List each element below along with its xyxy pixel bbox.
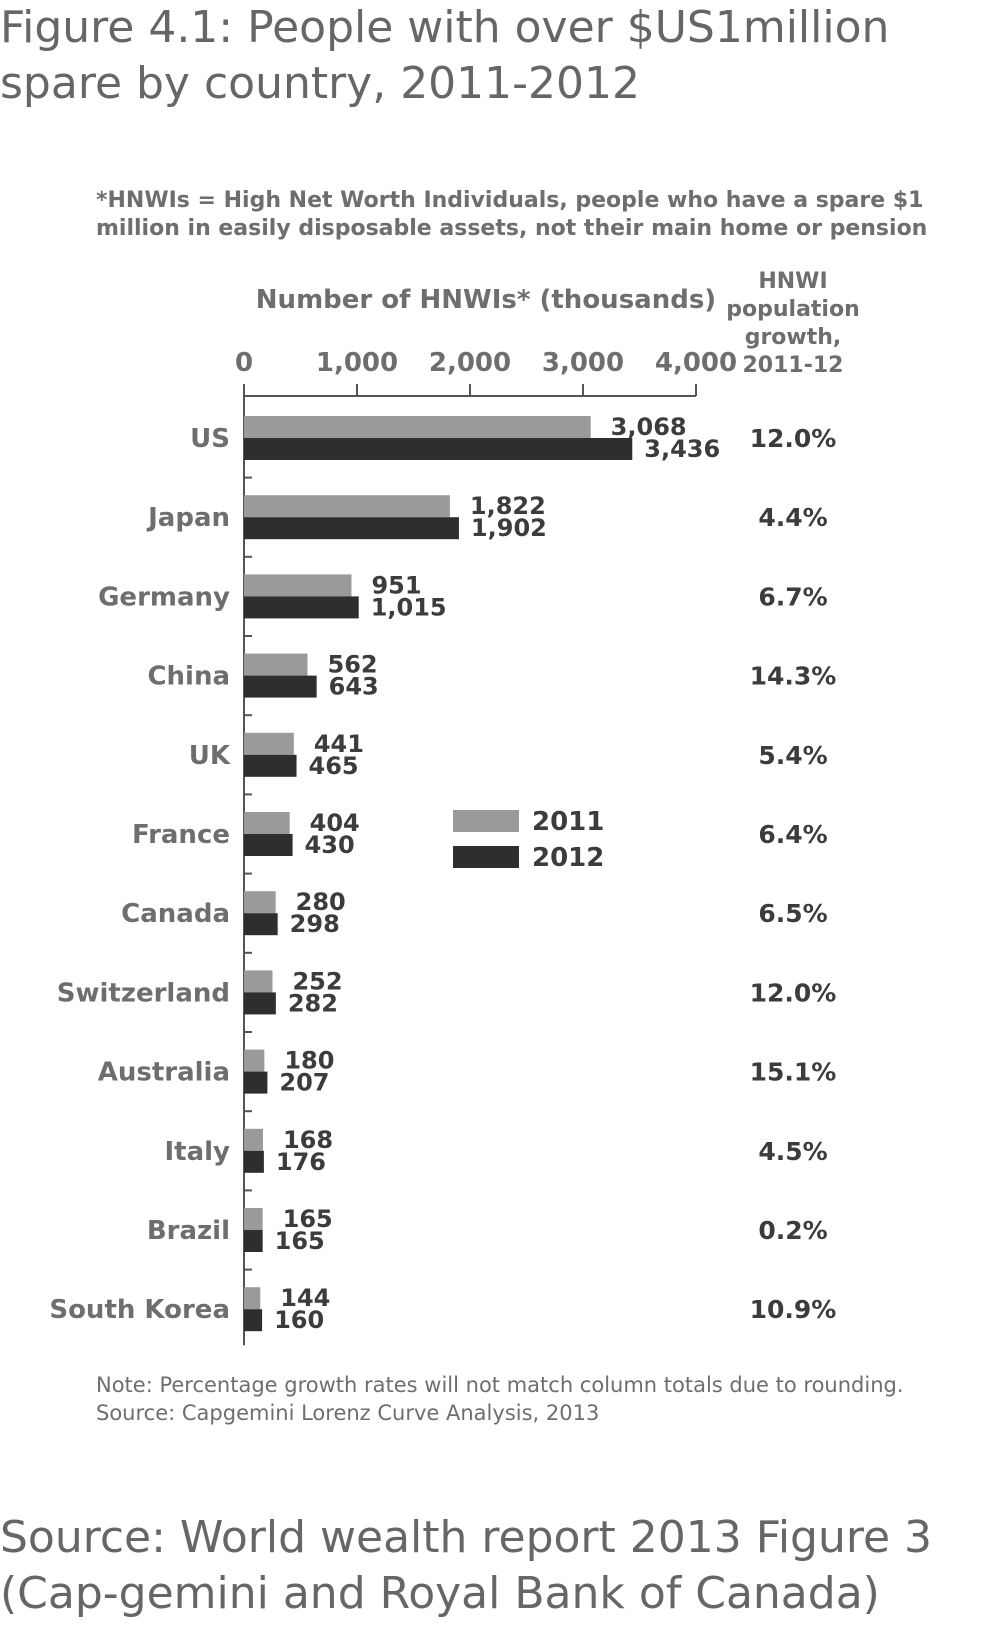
value-label-2012: 1,015 — [371, 593, 447, 621]
x-tick-label: 4,000 — [655, 348, 737, 378]
bar-2011 — [244, 1128, 263, 1151]
legend-swatch-2011 — [453, 810, 519, 832]
growth-value: 12.0% — [750, 424, 837, 453]
x-tick-label: 3,000 — [542, 348, 624, 378]
bar-2011 — [244, 732, 294, 755]
value-label-2012: 165 — [275, 1227, 325, 1255]
bar-2012 — [244, 754, 297, 777]
x-axis-label: Number of HNWIs* (thousands) — [256, 285, 716, 315]
bar-2011 — [244, 970, 273, 993]
value-label-2012: 465 — [309, 752, 359, 780]
value-label-2011: 165 — [283, 1205, 333, 1233]
x-tick-label: 2,000 — [429, 348, 511, 378]
category-label: Switzerland — [57, 978, 230, 1008]
bar-2012 — [244, 834, 293, 856]
value-label-2011: 441 — [314, 730, 364, 758]
value-label-2011: 3,068 — [611, 413, 687, 441]
growth-value: 10.9% — [750, 1295, 837, 1324]
bar-2012 — [244, 992, 276, 1015]
bar-2012 — [244, 1230, 263, 1252]
bar-2012 — [244, 1150, 264, 1173]
growth-value: 6.5% — [758, 899, 827, 928]
bar-2012 — [244, 517, 459, 540]
value-label-2012: 282 — [288, 989, 338, 1017]
growth-header-line: population — [726, 297, 860, 322]
footnote-line: *HNWIs = High Net Worth Individuals, peo… — [96, 188, 923, 213]
category-label: Italy — [164, 1137, 230, 1167]
value-label-2012: 1,902 — [471, 514, 547, 542]
x-tick-label: 0 — [235, 348, 253, 378]
bar-2011 — [244, 1049, 265, 1072]
category-label: France — [132, 820, 230, 850]
category-label: Japan — [146, 503, 230, 533]
category-label: South Korea — [49, 1295, 230, 1325]
bar-2011 — [244, 416, 591, 438]
figure-title: Figure 4.1: People with over $US1million… — [0, 2, 890, 109]
bar-2011 — [244, 574, 352, 597]
legend-label-2011: 2011 — [532, 807, 604, 837]
category-label: US — [190, 424, 230, 454]
value-label-2011: 951 — [371, 571, 421, 599]
value-label-2011: 144 — [280, 1284, 330, 1312]
bar-2012 — [244, 596, 359, 619]
bar-2011 — [244, 812, 290, 834]
growth-value: 0.2% — [758, 1216, 827, 1245]
bar-2012 — [244, 1071, 268, 1094]
footer-source: Source: World wealth report 2013 Figure … — [0, 1512, 933, 1619]
bar-2012 — [244, 675, 317, 698]
growth-value: 6.4% — [758, 820, 827, 849]
value-label-2011: 562 — [328, 651, 378, 679]
value-label-2012: 298 — [290, 910, 340, 938]
value-label-2012: 160 — [274, 1306, 324, 1334]
value-label-2011: 180 — [284, 1047, 334, 1075]
value-label-2011: 280 — [296, 888, 346, 916]
chart-note: Note: Percentage growth rates will not m… — [96, 1373, 904, 1397]
category-label: China — [147, 662, 230, 692]
bar-2012 — [244, 1309, 263, 1332]
value-label-2012: 643 — [329, 673, 379, 701]
x-tick-label: 1,000 — [316, 348, 398, 378]
value-label-2011: 168 — [283, 1126, 333, 1154]
growth-value: 4.5% — [758, 1137, 827, 1166]
bar-2011 — [244, 891, 276, 914]
growth-value: 6.7% — [758, 582, 827, 611]
value-label-2012: 430 — [305, 831, 355, 859]
bar-2011 — [244, 1208, 263, 1230]
growth-value: 4.4% — [758, 503, 827, 532]
legend-swatch-2012 — [453, 846, 519, 868]
footnote-line: million in easily disposable assets, not… — [96, 216, 927, 241]
category-label: Germany — [98, 582, 230, 612]
growth-value: 14.3% — [750, 662, 837, 691]
value-label-2012: 3,436 — [644, 435, 720, 463]
growth-value: 5.4% — [758, 741, 827, 770]
value-label-2011: 1,822 — [470, 492, 546, 520]
legend-label-2012: 2012 — [532, 843, 604, 873]
growth-header-line: growth, — [745, 325, 842, 350]
chart-note: Source: Capgemini Lorenz Curve Analysis,… — [96, 1401, 599, 1425]
bar-2011 — [244, 1287, 261, 1310]
category-label: Australia — [98, 1058, 230, 1088]
category-label: UK — [189, 741, 231, 771]
category-label: Canada — [121, 899, 230, 929]
bar-2011 — [244, 653, 308, 676]
value-label-2012: 176 — [276, 1148, 326, 1176]
growth-header-line: 2011-12 — [743, 353, 844, 378]
bar-2012 — [244, 913, 278, 936]
growth-value: 15.1% — [750, 1058, 837, 1087]
value-label-2012: 207 — [279, 1069, 329, 1097]
value-label-2011: 252 — [292, 967, 342, 995]
growth-value: 12.0% — [750, 978, 837, 1007]
value-label-2011: 404 — [310, 809, 360, 837]
category-label: Brazil — [147, 1216, 230, 1246]
growth-header-line: HNWI — [758, 269, 827, 294]
bar-2011 — [244, 495, 450, 518]
bar-2012 — [244, 438, 633, 460]
